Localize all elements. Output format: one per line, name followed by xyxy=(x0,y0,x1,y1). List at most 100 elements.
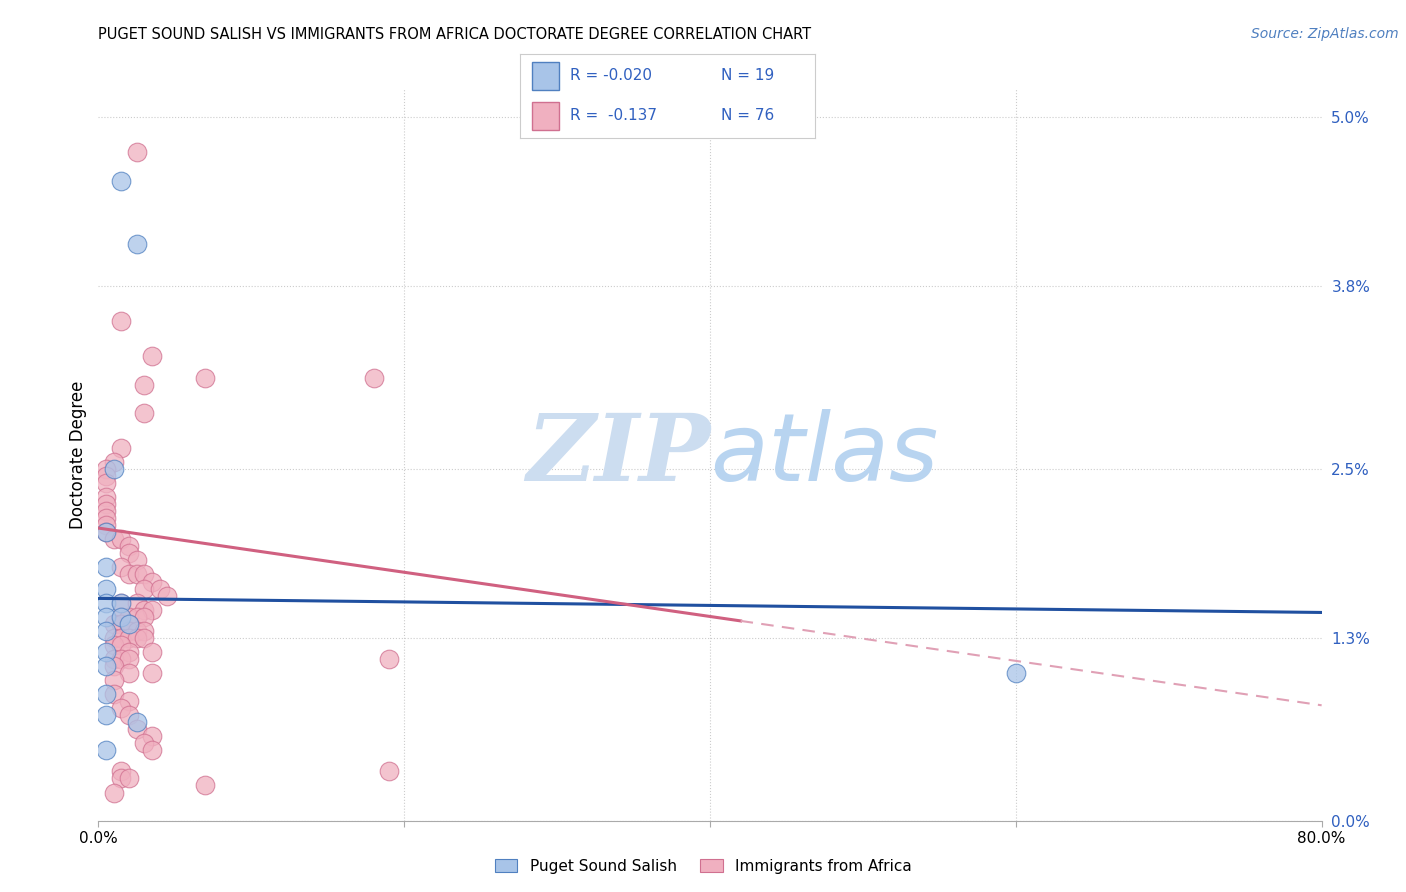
Point xyxy=(125,145,148,160)
Point xyxy=(118,616,141,631)
Legend: Puget Sound Salish, Immigrants from Africa: Puget Sound Salish, Immigrants from Afri… xyxy=(488,853,918,880)
Point xyxy=(118,616,141,631)
Point xyxy=(110,701,132,715)
Point xyxy=(149,582,172,596)
Point xyxy=(194,779,217,793)
Point xyxy=(125,596,148,610)
Point xyxy=(94,504,117,518)
Point xyxy=(141,602,163,616)
Text: R = -0.020: R = -0.020 xyxy=(571,68,652,83)
Point xyxy=(141,665,163,680)
Point xyxy=(134,631,156,645)
Point xyxy=(110,772,132,786)
Point xyxy=(125,631,148,645)
Point xyxy=(110,609,132,624)
Point xyxy=(125,624,148,638)
Point xyxy=(103,659,125,673)
Point xyxy=(134,624,156,638)
Point xyxy=(110,616,132,631)
Text: N = 76: N = 76 xyxy=(721,108,775,123)
Point xyxy=(110,652,132,666)
Point xyxy=(141,645,163,659)
Text: N = 19: N = 19 xyxy=(721,68,775,83)
Point xyxy=(110,174,132,188)
Point xyxy=(94,511,117,525)
Point xyxy=(1004,665,1026,680)
Point xyxy=(118,609,141,624)
Point xyxy=(103,616,125,631)
Point xyxy=(103,631,125,645)
Point xyxy=(110,596,132,610)
Point xyxy=(94,596,117,610)
Point xyxy=(118,624,141,638)
Point xyxy=(94,525,117,540)
Point xyxy=(110,560,132,574)
Point xyxy=(134,736,156,750)
Point xyxy=(94,708,117,723)
Point xyxy=(134,602,156,616)
Point xyxy=(103,687,125,701)
Point xyxy=(141,729,163,743)
Text: PUGET SOUND SALISH VS IMMIGRANTS FROM AFRICA DOCTORATE DEGREE CORRELATION CHART: PUGET SOUND SALISH VS IMMIGRANTS FROM AF… xyxy=(98,27,811,42)
Point xyxy=(156,589,179,603)
Point xyxy=(125,567,148,582)
Point xyxy=(103,533,125,547)
Point xyxy=(141,743,163,757)
Point xyxy=(125,723,148,737)
Point xyxy=(94,490,117,504)
Point xyxy=(103,652,125,666)
Point xyxy=(125,715,148,730)
Point xyxy=(118,631,141,645)
Point xyxy=(118,539,141,553)
Point xyxy=(94,659,117,673)
Point xyxy=(118,665,141,680)
Point xyxy=(141,574,163,589)
Point xyxy=(103,462,125,476)
FancyBboxPatch shape xyxy=(531,102,558,130)
Point xyxy=(94,582,117,596)
Point xyxy=(118,567,141,582)
Point xyxy=(94,560,117,574)
Point xyxy=(103,673,125,687)
Point xyxy=(134,406,156,420)
Text: R =  -0.137: R = -0.137 xyxy=(571,108,658,123)
Point xyxy=(94,469,117,483)
Point xyxy=(118,652,141,666)
Point xyxy=(125,609,148,624)
Point xyxy=(378,764,401,779)
Point xyxy=(363,370,385,384)
Point xyxy=(134,609,156,624)
Point xyxy=(378,652,401,666)
Point xyxy=(110,609,132,624)
Point xyxy=(94,624,117,638)
Point xyxy=(110,441,132,455)
Point xyxy=(125,236,148,251)
Point xyxy=(125,553,148,567)
Point xyxy=(118,772,141,786)
Point xyxy=(110,638,132,652)
Point xyxy=(110,314,132,328)
Point xyxy=(118,694,141,708)
Point xyxy=(110,533,132,547)
Point xyxy=(94,645,117,659)
Point xyxy=(94,743,117,757)
Point xyxy=(134,377,156,392)
Point xyxy=(134,567,156,582)
Point xyxy=(94,518,117,533)
Text: Source: ZipAtlas.com: Source: ZipAtlas.com xyxy=(1251,27,1399,41)
Point xyxy=(94,462,117,476)
Point xyxy=(141,350,163,364)
Point xyxy=(94,609,117,624)
Y-axis label: Doctorate Degree: Doctorate Degree xyxy=(69,381,87,529)
Text: atlas: atlas xyxy=(710,409,938,500)
Point xyxy=(103,638,125,652)
Point xyxy=(103,785,125,799)
Point xyxy=(94,525,117,540)
Point xyxy=(94,497,117,511)
Point xyxy=(103,455,125,469)
FancyBboxPatch shape xyxy=(531,62,558,90)
Text: ZIP: ZIP xyxy=(526,410,710,500)
Point xyxy=(110,596,132,610)
Point xyxy=(134,582,156,596)
Point xyxy=(118,546,141,560)
